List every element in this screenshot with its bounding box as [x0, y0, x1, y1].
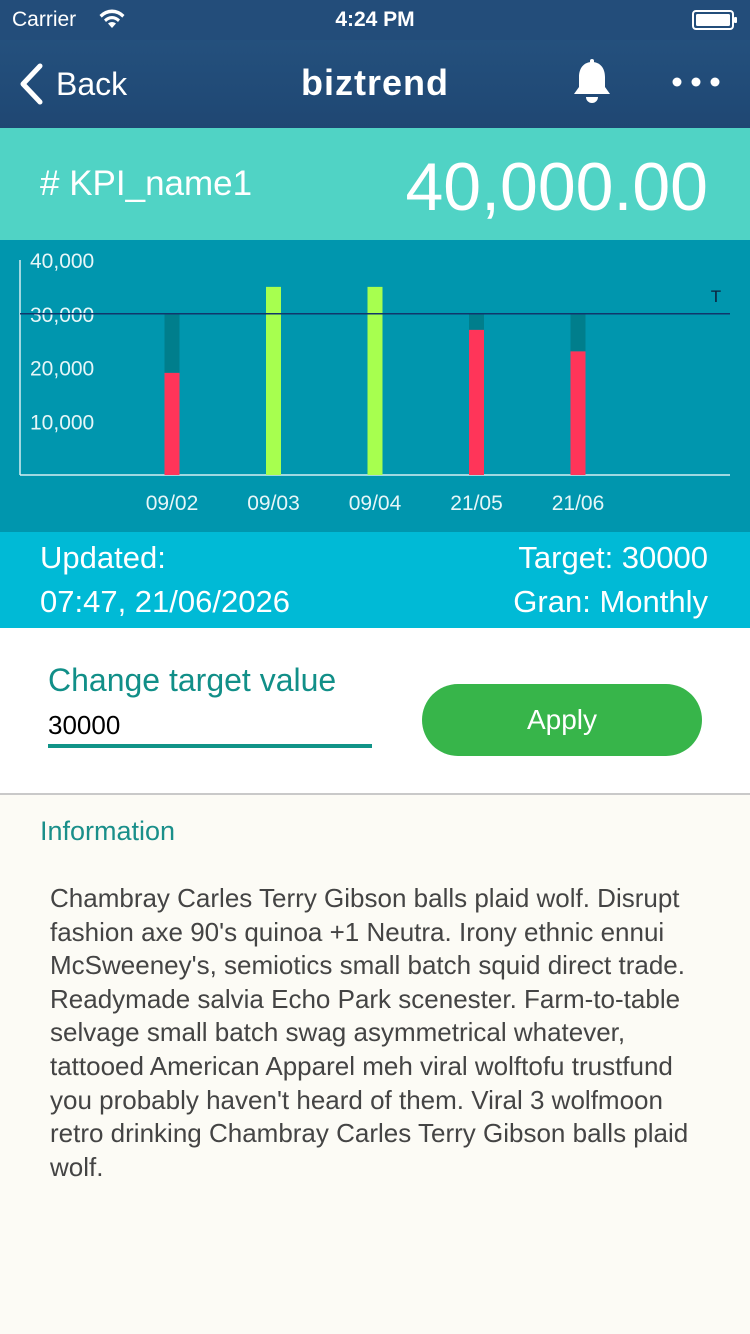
- bar: [367, 286, 383, 475]
- updated-datetime: 07:47, 21/06/2026: [40, 584, 290, 619]
- clock: 4:24 PM: [335, 8, 415, 31]
- bar-shortfall: [469, 313, 484, 330]
- more-horizontal-icon[interactable]: [670, 62, 722, 102]
- information-title: Information: [40, 816, 176, 846]
- x-tick-label: 09/02: [146, 492, 199, 515]
- carrier-label: Carrier: [12, 8, 77, 31]
- bell-icon[interactable]: [570, 58, 614, 106]
- bar: [164, 372, 180, 475]
- bar-shortfall: [164, 313, 180, 373]
- bar-chart: 10,000 20,000 30,000 40,000 09/02 09/03 09/04 2…: [19, 250, 730, 515]
- granularity-info: Gran: Monthly: [513, 584, 708, 619]
- app-title: biztrend: [301, 62, 449, 103]
- kpi-chart: 10,000 20,000 30,000 40,000 09/02 09/03 09/04 2…: [0, 240, 750, 532]
- bar-shortfall: [570, 313, 586, 352]
- y-tick-label: 20,000: [30, 358, 94, 381]
- information-body: Chambray Carles Terry Gibson balls plaid…: [50, 883, 689, 1182]
- bar: [570, 351, 586, 475]
- apply-button[interactable]: Apply: [422, 684, 702, 756]
- target-info: Target: 30000: [518, 540, 708, 575]
- kpi-header: # KPI_name1 40,000.00: [0, 128, 750, 240]
- kpi-name: # KPI_name1: [40, 164, 253, 203]
- y-tick-label: 40,000: [30, 250, 94, 273]
- target-value-input[interactable]: [48, 706, 372, 748]
- updated-label: Updated:: [40, 540, 166, 575]
- target-form: Change target value Apply: [0, 628, 750, 795]
- target-line-label: T: [711, 287, 721, 306]
- battery-icon: [692, 10, 737, 30]
- bar: [266, 286, 281, 475]
- x-tick-label: 21/06: [552, 492, 605, 515]
- y-tick-label: 30,000: [30, 304, 94, 327]
- x-tick-label: 09/04: [349, 492, 402, 515]
- chevron-left-icon: [20, 63, 43, 105]
- update-info: Updated: 07:47, 21/06/2026 Target: 30000…: [0, 532, 750, 628]
- back-label: Back: [56, 65, 128, 102]
- nav-bar: Back biztrend: [0, 40, 750, 128]
- x-tick-label: 21/05: [450, 492, 503, 515]
- y-tick-label: 10,000: [30, 411, 94, 434]
- x-tick-label: 09/03: [247, 492, 300, 515]
- status-bar: Carrier 4:24 PM: [0, 0, 750, 40]
- wifi-icon: [99, 9, 125, 28]
- back-button[interactable]: Back: [18, 60, 127, 108]
- bar: [469, 329, 484, 475]
- kpi-value: 40,000.00: [405, 149, 708, 225]
- target-field-label: Change target value: [48, 662, 337, 698]
